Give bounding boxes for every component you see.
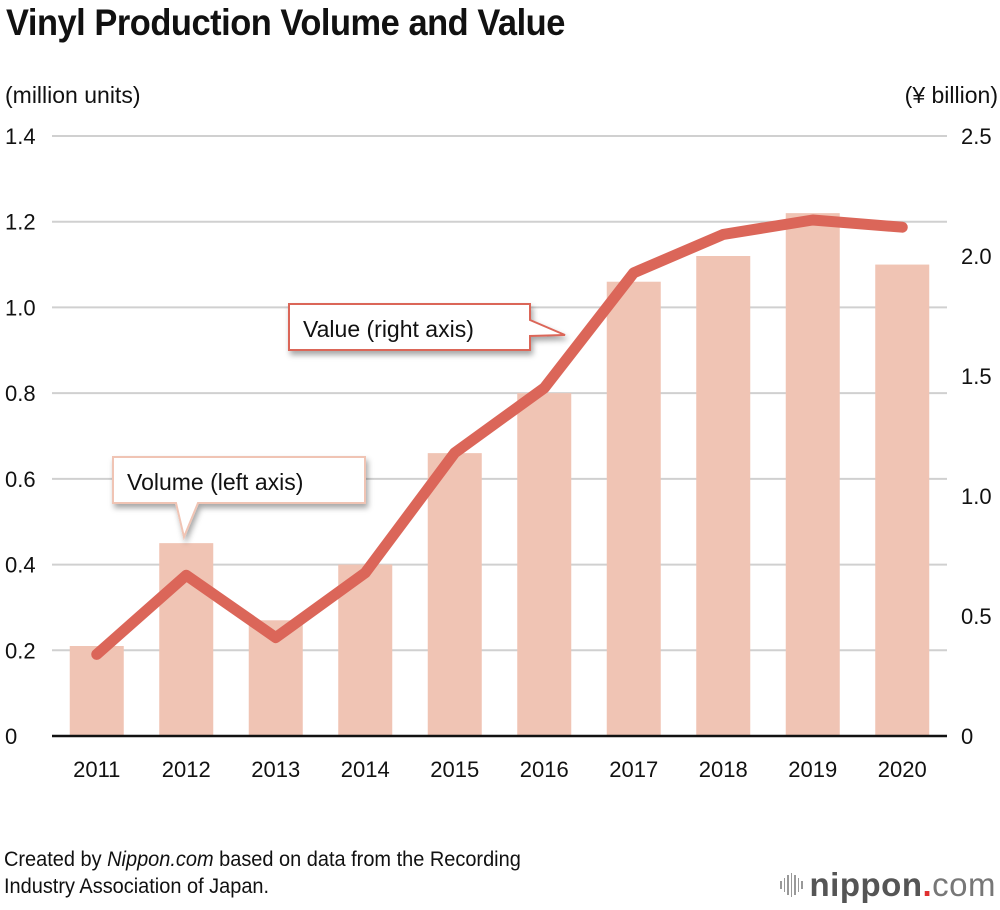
- value-line-path: [91, 214, 908, 660]
- left-tick-label: 1.2: [5, 210, 36, 235]
- volume-bars: [69, 213, 930, 737]
- logo-tld: com: [932, 866, 996, 903]
- logo-dot: .: [922, 866, 933, 903]
- right-tick-label: 2.5: [961, 124, 992, 149]
- left-tick-label: 0.4: [5, 553, 36, 578]
- source-line2: Industry Association of Japan.: [4, 875, 270, 898]
- right-axis-unit-label: (¥ billion): [904, 82, 998, 108]
- volume-callout: Volume (left axis): [112, 456, 366, 541]
- value-callout: Value (right axis): [288, 303, 566, 351]
- source-prefix: Created by: [4, 848, 108, 871]
- left-tick-label: 0.2: [5, 638, 36, 663]
- volume-bar: [696, 256, 751, 736]
- x-tick-label: 2011: [73, 757, 120, 782]
- volume-bar: [427, 453, 482, 736]
- source-note: Created by Nippon.com based on data from…: [4, 846, 521, 900]
- x-tick-label: 2012: [162, 757, 211, 782]
- left-tick-label: 1.0: [5, 295, 36, 320]
- x-tick-label: 2017: [609, 757, 658, 782]
- x-tick-label: 2014: [341, 757, 390, 782]
- left-tick-label: 0: [5, 724, 17, 749]
- x-tick-label: 2019: [788, 757, 837, 782]
- left-tick-label: 0.6: [5, 467, 36, 492]
- x-axis-labels: 2011 2012 2013 2014 2015 2016 2017 2018 2019 2020: [73, 757, 927, 782]
- left-tick-label: 0.8: [5, 381, 36, 406]
- volume-bar: [785, 213, 840, 737]
- x-tick-label: 2015: [430, 757, 479, 782]
- chart-title: Vinyl Production Volume and Value: [6, 2, 565, 43]
- volume-bar: [338, 564, 393, 736]
- right-tick-label: 2.0: [961, 244, 992, 269]
- right-tick-label: 0: [961, 724, 973, 749]
- sound-wave-icon: [780, 873, 803, 897]
- volume-bar: [606, 281, 661, 736]
- right-tick-label: 1.5: [961, 364, 992, 389]
- value-callout-text: Value (right axis): [303, 316, 474, 342]
- x-tick-label: 2013: [251, 757, 300, 782]
- x-tick-label: 2020: [878, 757, 927, 782]
- right-axis-ticks: 0 0.5 1.0 1.5 2.0 2.5: [961, 124, 992, 749]
- nippon-logo: nippon. com: [780, 866, 996, 904]
- left-tick-label: 1.4: [5, 124, 36, 149]
- x-tick-label: 2018: [699, 757, 748, 782]
- value-line: [91, 214, 908, 660]
- source-suffix: based on data from the Recording: [213, 848, 521, 871]
- right-tick-label: 0.5: [961, 604, 992, 629]
- volume-bar: [69, 646, 124, 736]
- source-name: Nippon.com: [107, 848, 214, 871]
- logo-name: nippon: [809, 866, 923, 903]
- right-tick-label: 1.0: [961, 484, 992, 509]
- volume-bar: [517, 393, 572, 736]
- left-axis-unit-label: (million units): [5, 82, 141, 108]
- volume-bar: [875, 264, 930, 736]
- volume-callout-box: [112, 456, 366, 541]
- volume-callout-text: Volume (left axis): [127, 469, 303, 495]
- left-axis-ticks: 0 0.2 0.4 0.6 0.8 1.0 1.2 1.4: [5, 124, 36, 749]
- value-callout-box: [288, 303, 566, 351]
- x-tick-label: 2016: [520, 757, 569, 782]
